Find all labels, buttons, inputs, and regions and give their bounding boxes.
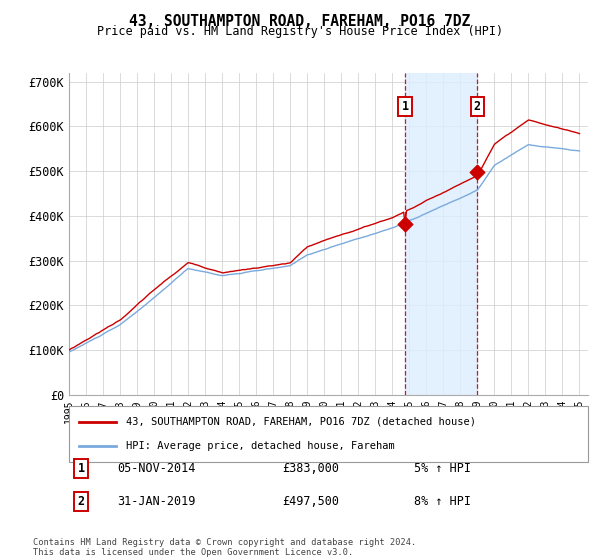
FancyBboxPatch shape bbox=[69, 406, 588, 462]
Text: 05-NOV-2014: 05-NOV-2014 bbox=[117, 462, 196, 475]
Text: Price paid vs. HM Land Registry's House Price Index (HPI): Price paid vs. HM Land Registry's House … bbox=[97, 25, 503, 38]
Bar bbox=[405, 73, 478, 395]
Text: 43, SOUTHAMPTON ROAD, FAREHAM, PO16 7DZ (detached house): 43, SOUTHAMPTON ROAD, FAREHAM, PO16 7DZ … bbox=[126, 417, 476, 427]
Text: £497,500: £497,500 bbox=[282, 494, 339, 508]
Text: 43, SOUTHAMPTON ROAD, FAREHAM, PO16 7DZ: 43, SOUTHAMPTON ROAD, FAREHAM, PO16 7DZ bbox=[130, 14, 470, 29]
Point bbox=[473, 168, 482, 177]
Text: Contains HM Land Registry data © Crown copyright and database right 2024.
This d: Contains HM Land Registry data © Crown c… bbox=[33, 538, 416, 557]
Text: 5% ↑ HPI: 5% ↑ HPI bbox=[414, 462, 471, 475]
Text: 8% ↑ HPI: 8% ↑ HPI bbox=[414, 494, 471, 508]
Point bbox=[400, 219, 410, 228]
Text: 2: 2 bbox=[77, 494, 85, 508]
Text: £383,000: £383,000 bbox=[282, 462, 339, 475]
Text: 2: 2 bbox=[474, 100, 481, 113]
Text: 31-JAN-2019: 31-JAN-2019 bbox=[117, 494, 196, 508]
Text: 1: 1 bbox=[401, 100, 409, 113]
Text: 1: 1 bbox=[77, 462, 85, 475]
Text: HPI: Average price, detached house, Fareham: HPI: Average price, detached house, Fare… bbox=[126, 441, 395, 451]
